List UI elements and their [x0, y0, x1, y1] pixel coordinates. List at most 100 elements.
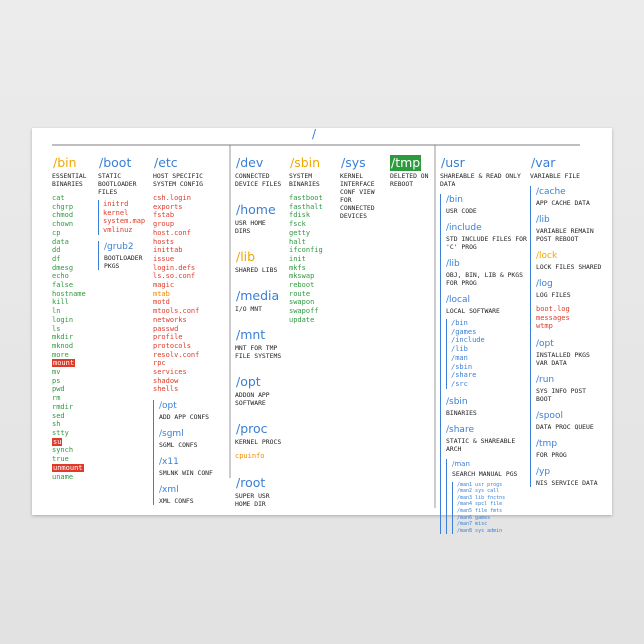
file-row: hostname	[52, 290, 94, 299]
file-row: shadow	[153, 377, 228, 386]
file-row: swapon	[289, 298, 337, 307]
file-row: fstab	[153, 211, 228, 220]
directory: /lib VARIABLE REMAIN POST REBOOT	[536, 214, 604, 243]
column: /tmp DELETED ON REBOOT	[390, 152, 434, 199]
directory: /mnt MNT FOR TMP FILE SYSTEMS	[235, 324, 285, 360]
file-name: services	[153, 368, 187, 377]
file-name: kill	[52, 298, 69, 307]
file-row: getty	[289, 229, 337, 238]
file-name: fasthalt	[289, 202, 323, 211]
file-name: mknod	[52, 341, 74, 350]
file-row: sh	[52, 420, 94, 429]
directory-description: SYSTEM BINARIES	[289, 172, 320, 188]
file-name: su	[52, 437, 63, 446]
file-name: /lib	[451, 345, 468, 354]
file-name: dmesg	[52, 263, 74, 272]
file-row: vmlinuz	[103, 226, 148, 235]
file-name: /man5 file fmts	[457, 508, 503, 514]
file-row: rmdir	[52, 403, 94, 412]
file-row: mknod	[52, 342, 94, 351]
directory: /opt ADD APP CONFS	[159, 400, 228, 421]
directory: /man SEARCH MANUAL PGS/man1 usr progs/man…	[452, 459, 528, 535]
directory-title: /etc	[154, 155, 178, 170]
directory-title: /opt	[159, 401, 177, 412]
subdirectories: /man SEARCH MANUAL PGS/man1 usr progs/man…	[446, 458, 528, 535]
directory: /cache APP CACHE DATA	[536, 186, 604, 207]
directory-description: ADDON APP SOFTWARE	[235, 391, 270, 407]
file-name: protocols	[153, 341, 191, 350]
directory: /tmp DELETED ON REBOOT	[390, 152, 434, 188]
directory: /sbin SYSTEM BINARIES fastboot fasthalt fdis…	[289, 152, 337, 325]
directory: /x11 SMLNK WIN CONF	[159, 456, 228, 477]
directory-title: /cache	[536, 187, 566, 197]
file-row: shells	[153, 385, 228, 394]
file-name: issue	[153, 254, 175, 263]
file-row: networks	[153, 316, 228, 325]
file-name: networks	[153, 315, 187, 324]
file-name: exports	[153, 202, 183, 211]
directory-title: /proc	[236, 421, 268, 436]
file-row: ln	[52, 307, 94, 316]
file-row: /man8 sys admin	[457, 528, 528, 535]
directory-description: I/O MNT	[235, 305, 262, 313]
file-row: wtmp	[536, 322, 604, 331]
file-row: /games	[451, 328, 528, 337]
file-name: sed	[52, 411, 65, 420]
file-row: route	[289, 290, 337, 299]
file-name: host.conf	[153, 228, 191, 237]
file-name: data	[52, 237, 69, 246]
file-name: reboot	[289, 281, 315, 290]
file-name: route	[289, 289, 311, 298]
file-row: login	[52, 316, 94, 325]
subdirectories: /opt ADD APP CONFS/sgml SGML CONFS/x11 SMLN…	[153, 400, 228, 506]
file-name: mtab	[153, 289, 170, 298]
directory-title: /yp	[536, 467, 551, 478]
file-name: mkdir	[52, 333, 74, 342]
file-name: initrd	[103, 200, 129, 208]
directory: /log LOG FILES boot.log messages wtmp	[536, 278, 604, 331]
directory: /spool DATA PROC QUEUE	[536, 410, 604, 431]
directory-title: /man	[452, 459, 470, 468]
directory-description: SHAREABLE & READ ONLY DATA	[440, 172, 521, 188]
directory-description: VARIABLE REMAIN POST REBOOT	[536, 227, 594, 243]
directory-title: /include	[446, 223, 482, 233]
directory-title: /opt	[536, 339, 554, 350]
file-name: mount	[52, 359, 76, 368]
directory: /sgml SGML CONFS	[159, 428, 228, 449]
directory-description: ESSENTIAL BINARIES	[52, 172, 87, 188]
file-row: chown	[52, 220, 94, 229]
file-row: fdisk	[289, 211, 337, 220]
file-row: cpuinfo	[235, 452, 285, 461]
file-name: mtools.conf	[153, 307, 200, 316]
file-name: getty	[289, 228, 311, 237]
directory: /etc HOST SPECIFIC SYSTEM CONFIG csh.login…	[153, 152, 228, 506]
file-row: synch	[52, 446, 94, 455]
column: /sbin SYSTEM BINARIES fastboot fasthalt fdis…	[289, 152, 337, 336]
file-row: /bin	[451, 319, 528, 328]
file-name: /man4 spcl file	[457, 501, 503, 508]
file-row: ls	[52, 325, 94, 334]
file-row: /man2 sys call	[457, 488, 528, 495]
file-name: rpc	[153, 359, 166, 368]
file-row: kill	[52, 298, 94, 307]
file-row: swapoff	[289, 307, 337, 316]
file-name: login	[52, 315, 74, 324]
directory: /media I/O MNT	[235, 285, 285, 313]
directory-description: INSTALLED PKGS VAR DATA	[536, 351, 590, 368]
file-row: dmesg	[52, 264, 94, 273]
directory-description: NIS SERVICE DATA	[536, 479, 598, 488]
directory-title: /dev	[236, 155, 264, 170]
file-row: unmount	[52, 463, 94, 473]
directory: /sbin BINARIES	[446, 396, 528, 417]
file-name: true	[52, 455, 69, 464]
column: /etc HOST SPECIFIC SYSTEM CONFIG csh.login…	[153, 152, 228, 516]
file-name: ifconfig	[289, 246, 323, 255]
directory-description: HOST SPECIFIC SYSTEM CONFIG	[153, 172, 204, 188]
column: /boot STATIC BOOTLOADER FILES initrd kernel…	[98, 152, 148, 281]
file-name: hosts	[153, 237, 175, 246]
file-row: echo	[52, 272, 94, 281]
directory-title: /lib	[536, 215, 550, 225]
file-row: reboot	[289, 281, 337, 290]
file-name: chown	[52, 220, 74, 229]
